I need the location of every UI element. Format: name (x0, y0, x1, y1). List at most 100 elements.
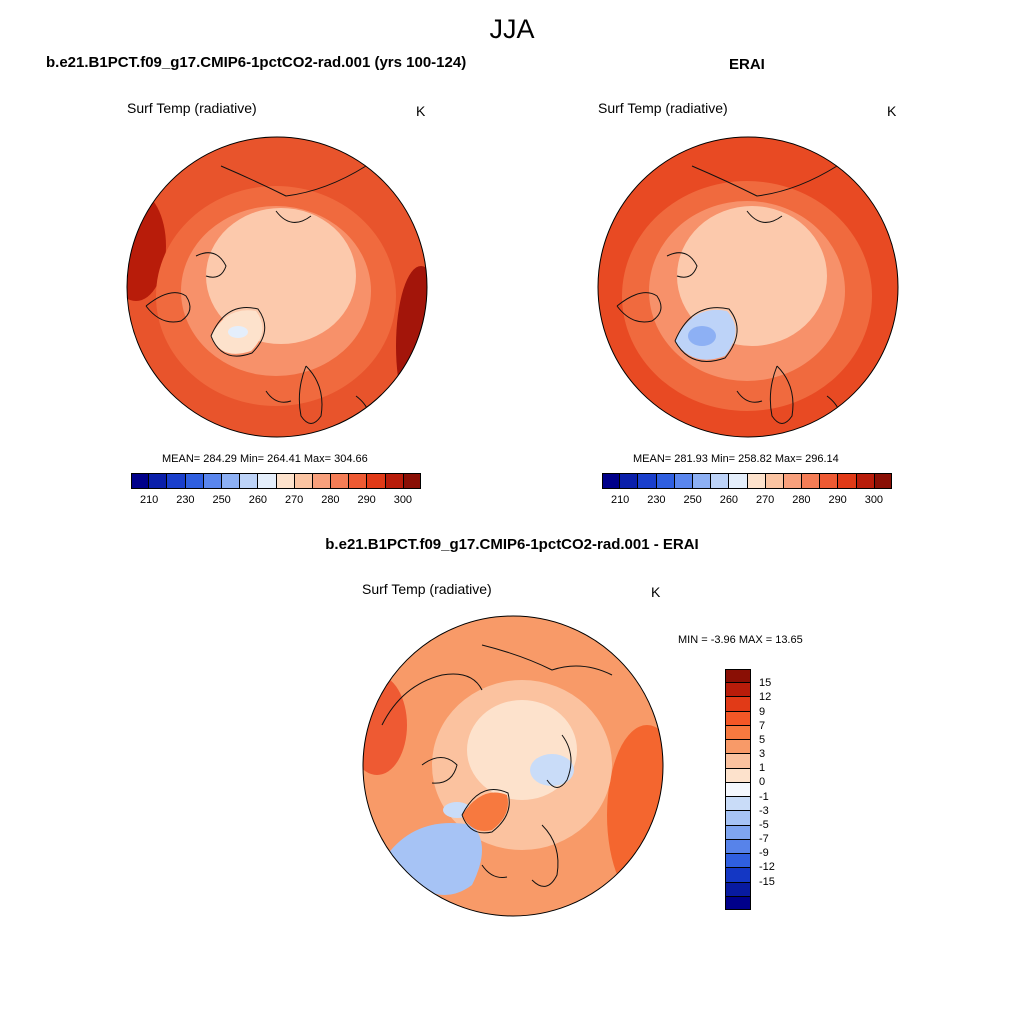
colorbar-swatch (725, 797, 751, 812)
diff-field-arctic (467, 700, 577, 800)
obs-colorbar-tick-label: 290 (828, 494, 847, 506)
diff-colorbar-tick-label: -15 (759, 875, 775, 888)
obs-colorbar-tick-label: 230 (647, 494, 666, 506)
obs-colorbar-tick-label: 210 (610, 494, 630, 506)
model-map-border (126, 136, 428, 438)
colorbar-swatch (725, 825, 751, 840)
colorbar-swatch (725, 754, 751, 769)
colorbar-swatch (725, 839, 751, 855)
model-field-hot-west (127, 191, 166, 301)
diff-colorbar-tick-label: 15 (759, 677, 772, 690)
colorbar-swatch (725, 669, 751, 684)
colorbar-swatch (725, 854, 751, 869)
model-colorbar-tick-label: 250 (212, 494, 231, 506)
model-colorbar-tick-label: 230 (176, 494, 195, 506)
colorbar-swatch (725, 768, 751, 783)
model-colorbar-tick-label: 280 (321, 494, 340, 506)
model-colorbar: 210 230 250 260 270 280 290 300 (131, 473, 421, 506)
obs-variable-label: Surf Temp (radiative) (598, 100, 728, 116)
colorbar-swatch (725, 711, 751, 726)
model-colorbar-tick-label: 300 (393, 494, 413, 506)
colorbar-swatch (385, 473, 404, 489)
colorbar-swatch (620, 473, 639, 489)
model-panel-title: b.e21.B1PCT.f09_g17.CMIP6-1pctCO2-rad.00… (46, 54, 467, 71)
colorbar-swatch (674, 473, 693, 489)
diff-polar-map (362, 615, 664, 917)
colorbar-swatch (638, 473, 657, 489)
obs-map-border (597, 136, 899, 438)
diff-colorbar-tick-label: 7 (759, 719, 766, 732)
diff-field-greenland (462, 792, 508, 831)
obs-colorbar-tick-label: 270 (755, 494, 775, 506)
colorbar-swatch (729, 473, 748, 489)
colorbar-swatch (294, 473, 313, 489)
diff-colorbar-tick-label: -9 (759, 847, 769, 860)
diff-variable-label: Surf Temp (radiative) (362, 581, 492, 597)
colorbar-swatch (203, 473, 222, 489)
obs-colorbar-tick-label: 250 (683, 494, 702, 506)
colorbar-swatch (602, 473, 621, 489)
diff-colorbar-tick-label: 3 (759, 748, 766, 761)
obs-units-label: K (887, 103, 897, 119)
model-variable-label: Surf Temp (radiative) (127, 100, 257, 116)
colorbar-swatch (185, 473, 204, 489)
colorbar-swatch (725, 740, 751, 755)
diff-colorbar-tick-label: -3 (759, 804, 769, 817)
colorbar-swatch (874, 473, 892, 489)
model-units-label: K (416, 103, 426, 119)
colorbar-swatch (765, 473, 784, 489)
colorbar-swatch (725, 725, 751, 741)
colorbar-swatch (856, 473, 875, 489)
colorbar-swatch (692, 473, 712, 489)
colorbar-swatch (221, 473, 241, 489)
diff-colorbar-tick-label: 5 (759, 733, 766, 746)
colorbar-swatch (725, 811, 751, 826)
diff-colorbar-tick-label: 9 (759, 705, 766, 718)
colorbar-swatch (711, 473, 730, 489)
model-colorbar-tick-label: 270 (284, 494, 304, 506)
colorbar-swatch (838, 473, 857, 489)
colorbar-swatch (725, 868, 751, 883)
diff-colorbar: 15 12 9 7 5 3 1 0 -1 -3 -5 -7 -9 -12 -15 (725, 669, 775, 910)
colorbar-swatch (276, 473, 295, 489)
diff-coastlines (381, 644, 613, 887)
obs-colorbar-tick-label: 260 (719, 494, 739, 506)
model-colorbar-tick-label: 210 (139, 494, 159, 506)
colorbar-swatch (783, 473, 803, 489)
diff-colorbar-tick-label: -1 (759, 790, 769, 803)
model-field-arctic (206, 208, 356, 344)
colorbar-swatch (725, 782, 751, 798)
model-colorbar-tick-label: 290 (357, 494, 376, 506)
diff-colorbar-tick-label: 1 (759, 762, 766, 775)
obs-panel-title: ERAI (729, 56, 765, 73)
colorbar-swatch (747, 473, 766, 489)
colorbar-swatch (725, 697, 751, 712)
diff-field-warm-east (607, 725, 663, 905)
colorbar-swatch (802, 473, 821, 489)
diff-colorbar-tick-label: 0 (759, 776, 766, 789)
colorbar-swatch (820, 473, 839, 489)
colorbar-swatch (349, 473, 368, 489)
diff-field-warm-west (363, 675, 407, 775)
colorbar-swatch (167, 473, 186, 489)
colorbar-swatch (725, 896, 751, 910)
obs-polar-map (597, 136, 899, 438)
figure-title: JJA (489, 14, 535, 44)
colorbar-swatch (403, 473, 421, 489)
diff-colorbar-tick-label: -7 (759, 833, 769, 846)
diff-stats: MIN = -3.96 MAX = 13.65 (678, 634, 803, 646)
model-coastlines (145, 165, 370, 432)
colorbar-swatch (312, 473, 332, 489)
diff-field-cool-patch (530, 754, 574, 786)
diff-colorbar-tick-label: 12 (759, 691, 772, 704)
model-polar-map (126, 136, 428, 438)
colorbar-swatch (367, 473, 386, 489)
obs-field-greenland-cold (688, 326, 716, 346)
obs-colorbar-tick-label: 280 (792, 494, 811, 506)
diff-colorbar-tick-label: -12 (759, 861, 775, 874)
model-colorbar-tick-label: 260 (248, 494, 268, 506)
obs-colorbar: 210 230 250 260 270 280 290 300 (602, 473, 892, 506)
colorbar-swatch (131, 473, 150, 489)
colorbar-swatch (725, 683, 751, 698)
model-field-greenland-cold (228, 326, 248, 338)
